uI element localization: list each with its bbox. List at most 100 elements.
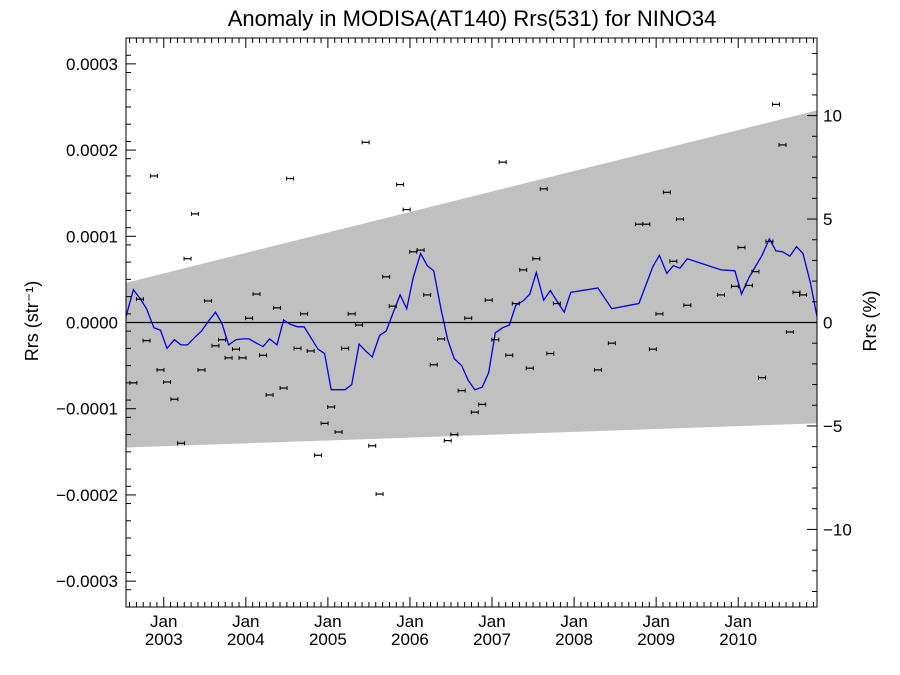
chart-title: Anomaly in MODISA(AT140) Rrs(531) for NI… bbox=[228, 6, 717, 31]
data-point bbox=[758, 375, 767, 380]
data-point bbox=[423, 292, 432, 297]
data-point bbox=[799, 292, 808, 297]
y-axis-left-label: Rrs (str⁻¹) bbox=[22, 281, 42, 361]
x-tick-month: Jan bbox=[396, 612, 423, 631]
y-right-tick-label: −5 bbox=[823, 417, 842, 436]
data-point bbox=[484, 298, 493, 303]
data-point bbox=[245, 316, 254, 321]
data-point bbox=[669, 259, 678, 264]
data-point bbox=[238, 355, 247, 360]
y-left-tick-label: −0.0001 bbox=[56, 400, 118, 419]
x-tick-year: 2005 bbox=[309, 630, 347, 649]
data-point bbox=[450, 432, 459, 437]
data-point bbox=[716, 292, 725, 297]
data-point bbox=[778, 142, 787, 147]
y-right-tick-label: 10 bbox=[823, 107, 842, 126]
data-point bbox=[525, 366, 534, 371]
x-tick-month: Jan bbox=[725, 612, 752, 631]
data-point bbox=[197, 367, 206, 372]
data-point bbox=[224, 355, 233, 360]
y-left-tick-label: 0.0000 bbox=[66, 314, 118, 333]
data-point bbox=[662, 190, 671, 195]
data-point bbox=[375, 492, 384, 497]
data-point bbox=[396, 182, 405, 187]
x-tick-month: Jan bbox=[150, 612, 177, 631]
y-left-tick-label: 0.0001 bbox=[66, 227, 118, 246]
x-tick-year: 2003 bbox=[145, 630, 183, 649]
y-right-tick-label: 0 bbox=[823, 314, 832, 333]
series-line bbox=[125, 237, 818, 391]
data-point bbox=[327, 404, 336, 409]
y-right-tick-label: −10 bbox=[823, 520, 852, 539]
data-point bbox=[519, 267, 528, 272]
x-tick-year: 2010 bbox=[719, 630, 757, 649]
data-point bbox=[642, 222, 651, 227]
data-point bbox=[457, 388, 466, 393]
data-point bbox=[183, 256, 192, 261]
data-point bbox=[443, 438, 452, 443]
plot-area: 0.0003 0.0002 0.0001 0.0000 −0.0001 −0.0002 −0… bbox=[56, 37, 852, 649]
y-right-tick-label: 5 bbox=[823, 210, 832, 229]
x-tick-year: 2004 bbox=[227, 630, 265, 649]
data-point bbox=[498, 160, 507, 165]
x-tick-year: 2009 bbox=[637, 630, 675, 649]
y-left-tick-label: −0.0003 bbox=[56, 572, 118, 591]
data-point bbox=[505, 353, 514, 358]
data-point bbox=[135, 297, 144, 302]
data-point bbox=[361, 140, 370, 145]
data-point bbox=[279, 386, 288, 391]
data-point bbox=[190, 211, 199, 216]
data-point bbox=[382, 274, 391, 279]
data-point bbox=[156, 367, 165, 372]
uncertainty-band bbox=[126, 110, 817, 448]
data-point bbox=[259, 353, 268, 358]
data-point bbox=[142, 338, 151, 343]
data-point bbox=[334, 429, 343, 434]
data-point bbox=[765, 239, 774, 244]
data-point bbox=[388, 304, 397, 309]
data-point bbox=[429, 362, 438, 367]
data-point bbox=[546, 351, 555, 356]
x-tick-year: 2007 bbox=[473, 630, 511, 649]
data-point bbox=[683, 303, 692, 308]
data-point bbox=[491, 337, 500, 342]
data-point bbox=[478, 402, 487, 407]
data-point bbox=[231, 347, 240, 352]
data-point bbox=[286, 176, 295, 181]
data-point bbox=[402, 207, 411, 212]
data-point bbox=[252, 292, 261, 297]
x-tick-month: Jan bbox=[560, 612, 587, 631]
data-point bbox=[293, 346, 302, 351]
data-point bbox=[464, 316, 473, 321]
x-tick-month: Jan bbox=[314, 612, 341, 631]
data-point bbox=[341, 346, 350, 351]
data-point bbox=[368, 443, 377, 448]
data-point bbox=[737, 245, 746, 250]
data-point bbox=[218, 337, 227, 342]
y-axis-right-label: Rrs (%) bbox=[860, 291, 880, 352]
y-left-tick-label: 0.0002 bbox=[66, 141, 118, 160]
data-point bbox=[176, 441, 185, 446]
data-point bbox=[593, 367, 602, 372]
data-point bbox=[511, 301, 520, 306]
data-point bbox=[347, 311, 356, 316]
data-point bbox=[273, 305, 282, 310]
data-point bbox=[211, 343, 220, 348]
data-point bbox=[314, 453, 323, 458]
data-point bbox=[785, 329, 794, 334]
data-point bbox=[300, 311, 309, 316]
data-point bbox=[539, 186, 548, 191]
data-point bbox=[265, 392, 274, 397]
data-point bbox=[416, 248, 425, 253]
data-point bbox=[648, 347, 657, 352]
data-point bbox=[751, 269, 760, 274]
data-point bbox=[771, 102, 780, 107]
data-point bbox=[355, 323, 364, 328]
data-point bbox=[163, 379, 172, 384]
data-point bbox=[744, 283, 753, 288]
x-tick-month: Jan bbox=[642, 612, 669, 631]
data-point bbox=[470, 410, 479, 415]
data-point bbox=[675, 217, 684, 222]
x-tick-month: Jan bbox=[478, 612, 505, 631]
